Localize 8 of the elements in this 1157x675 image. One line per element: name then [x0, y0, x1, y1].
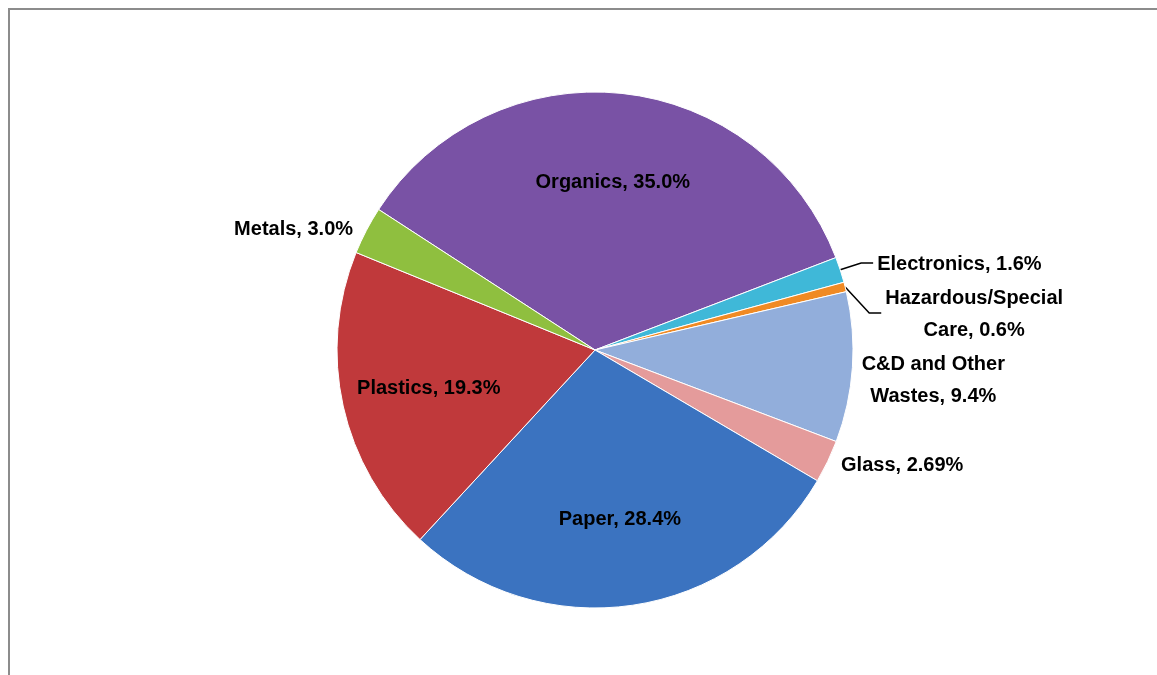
- slice-label: Electronics, 1.6%: [877, 251, 1042, 274]
- slice-label: Paper, 28.4%: [558, 507, 682, 530]
- slice-label: C&D and Other Wastes, 9.4%: [861, 351, 1006, 406]
- slice-label: Plastics, 19.3%: [357, 375, 501, 398]
- slice-label: Glass, 2.69%: [841, 453, 964, 476]
- slice-label: Organics, 35.0%: [535, 169, 691, 192]
- slice-label: Hazardous/Special Care, 0.6%: [885, 285, 1064, 340]
- slice-label: Metals, 3.0%: [234, 216, 354, 239]
